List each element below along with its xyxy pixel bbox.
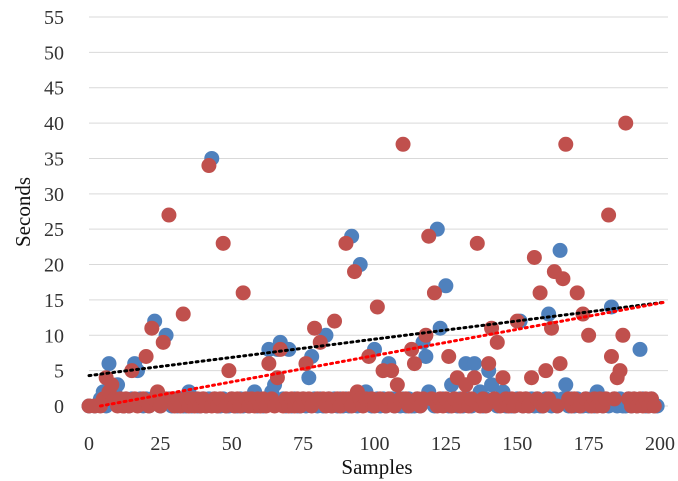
- y-tick-label: 45: [44, 78, 64, 100]
- point-series-2: [261, 356, 277, 372]
- point-series-2: [601, 207, 617, 223]
- point-series-2: [558, 136, 574, 152]
- point-series-2: [175, 306, 191, 322]
- point-series-2: [221, 363, 237, 379]
- point-series-2: [421, 228, 437, 244]
- point-series-2: [532, 285, 548, 301]
- point-series-2: [369, 299, 385, 315]
- trendline-series-2: [98, 300, 668, 408]
- point-series-2: [481, 356, 497, 372]
- point-series-2: [552, 356, 568, 372]
- point-series-2: [469, 235, 485, 251]
- point-series-2: [612, 363, 628, 379]
- point-series-2: [235, 285, 251, 301]
- point-series-1: [632, 341, 648, 357]
- point-series-1: [432, 320, 448, 336]
- point-series-1: [541, 306, 557, 322]
- x-tick-label: 150: [502, 433, 532, 455]
- x-tick-label: 75: [293, 433, 313, 455]
- point-series-2: [138, 348, 154, 364]
- point-series-2: [404, 341, 420, 357]
- gridlines: [89, 16, 668, 407]
- point-series-2: [489, 334, 505, 350]
- x-tick-label: 0: [84, 433, 94, 455]
- point-series-2: [581, 327, 597, 343]
- point-series-2: [406, 356, 422, 372]
- point-series-1: [484, 377, 500, 393]
- point-series-2: [426, 285, 442, 301]
- y-tick-label: 30: [44, 184, 64, 206]
- y-tick-label: 55: [44, 7, 64, 29]
- x-tick-label: 50: [222, 433, 242, 455]
- point-series-2: [327, 313, 343, 329]
- point-series-2: [538, 363, 554, 379]
- point-series-2: [495, 370, 511, 386]
- point-series-1: [418, 348, 434, 364]
- point-series-2: [161, 207, 177, 223]
- point-series-2: [155, 334, 171, 350]
- point-series-2: [526, 249, 542, 265]
- point-series-2: [441, 348, 457, 364]
- x-tick-label: 100: [360, 433, 390, 455]
- point-series-2: [389, 377, 405, 393]
- y-tick-label: 0: [54, 396, 64, 418]
- y-tick-label: 25: [44, 219, 64, 241]
- point-series-2: [215, 235, 231, 251]
- point-series-1: [558, 377, 574, 393]
- point-series-2: [272, 341, 288, 357]
- point-series-2: [606, 391, 622, 407]
- y-tick-label: 40: [44, 113, 64, 135]
- point-series-2: [549, 398, 565, 414]
- point-series-2: [307, 320, 323, 336]
- point-series-2: [144, 320, 160, 336]
- point-series-1: [101, 356, 117, 372]
- y-tick-label: 15: [44, 290, 64, 312]
- y-axis-title: Seconds: [11, 177, 35, 247]
- x-tick-label: 125: [431, 433, 461, 455]
- data-points: [81, 115, 665, 414]
- point-series-2: [555, 271, 571, 287]
- y-axis-tick-labels: 0 5 10 15 20 25 30 35 40 45 50 55: [44, 7, 64, 418]
- point-series-2: [347, 264, 363, 280]
- point-series-2: [524, 370, 540, 386]
- point-series-2: [418, 327, 434, 343]
- point-series-2: [603, 348, 619, 364]
- x-tick-label: 175: [574, 433, 604, 455]
- point-series-2: [201, 158, 217, 174]
- point-series-2: [618, 115, 634, 131]
- point-series-2: [569, 285, 585, 301]
- y-tick-label: 5: [54, 361, 64, 383]
- point-series-1: [301, 370, 317, 386]
- trendline-series-1: [87, 300, 668, 378]
- trendlines: [87, 300, 668, 408]
- point-series-1: [466, 356, 482, 372]
- point-series-2: [384, 363, 400, 379]
- x-tick-label: 200: [645, 433, 675, 455]
- point-series-2: [395, 136, 411, 152]
- point-series-2: [615, 327, 631, 343]
- point-series-2: [466, 370, 482, 386]
- point-series-1: [552, 242, 568, 258]
- y-tick-label: 20: [44, 255, 64, 277]
- x-axis-title: Samples: [341, 455, 412, 479]
- point-series-2: [646, 398, 662, 414]
- y-tick-label: 10: [44, 325, 64, 347]
- y-tick-label: 35: [44, 148, 64, 170]
- point-series-1: [438, 278, 454, 294]
- point-series-2: [104, 377, 120, 393]
- x-tick-label: 25: [150, 433, 170, 455]
- point-series-2: [338, 235, 354, 251]
- y-tick-label: 50: [44, 42, 64, 64]
- x-axis-tick-labels: 0 25 50 75 100 125 150 175 200: [84, 433, 675, 455]
